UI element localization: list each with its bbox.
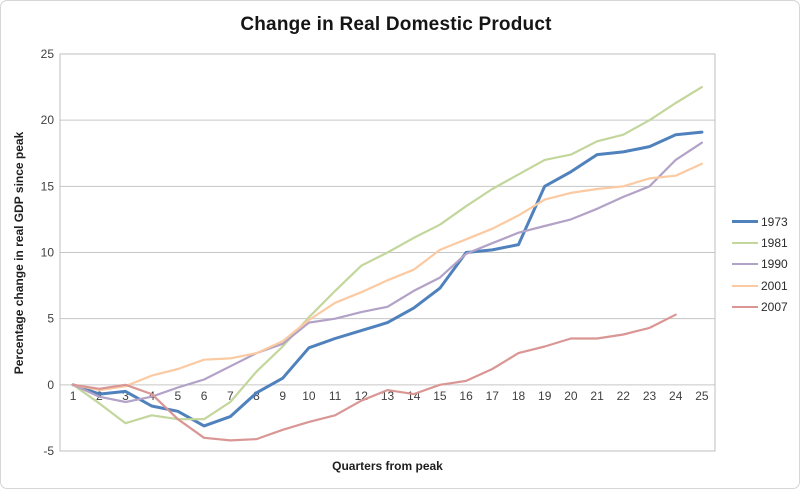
legend-swatch-2007 — [732, 305, 758, 308]
x-tick-label: 18 — [512, 389, 526, 403]
y-tick-label: 25 — [41, 47, 55, 61]
x-tick-label: 3 — [122, 389, 129, 403]
y-tick-label: 10 — [41, 246, 55, 260]
x-tick-label: 10 — [302, 389, 316, 403]
chart-title: Change in Real Domestic Product — [240, 14, 552, 35]
series-line-1973 — [71, 130, 704, 428]
x-tick-label: 14 — [407, 389, 421, 403]
y-axis-title: Percentage change in real GDP since peak — [12, 131, 26, 375]
x-tick-label: 20 — [564, 389, 578, 403]
y-tick-label: 20 — [41, 113, 55, 127]
legend-label: 2007 — [761, 299, 788, 314]
legend-swatch-1973 — [732, 220, 758, 224]
series-line-2007 — [71, 313, 677, 442]
y-tick-label: 0 — [47, 378, 54, 392]
x-tick-label: 6 — [201, 389, 208, 403]
y-tick-label: 5 — [47, 312, 54, 326]
x-axis-title: Quarters from peak — [332, 459, 443, 473]
legend-swatch-1990 — [732, 263, 758, 266]
legend-label: 1990 — [761, 257, 788, 272]
x-tick-label: 9 — [279, 389, 286, 403]
x-tick-label: 15 — [433, 389, 447, 403]
legend-label: 1981 — [761, 235, 788, 250]
x-tick-label: 16 — [459, 389, 473, 403]
series-line-1990 — [71, 141, 704, 404]
legend-item-2001: 2001 — [732, 275, 788, 296]
x-tick-label: 25 — [695, 389, 709, 403]
legend-swatch-2001 — [732, 284, 758, 287]
legend-swatch-1981 — [732, 241, 758, 244]
plot-border — [59, 53, 716, 452]
series-line-2001 — [71, 162, 704, 392]
legend-item-1981: 1981 — [732, 232, 788, 253]
legend-item-2007: 2007 — [732, 296, 788, 317]
legend-item-1973: 1973 — [732, 211, 788, 232]
legend-label: 1973 — [761, 214, 788, 229]
y-tick-label: 15 — [41, 179, 55, 193]
x-tick-label: 5 — [175, 389, 182, 403]
x-tick-label: 23 — [643, 389, 657, 403]
x-tick-label: 8 — [253, 389, 260, 403]
x-tick-label: 21 — [590, 389, 604, 403]
x-tick-label: 7 — [227, 389, 234, 403]
y-tick-label: -5 — [43, 444, 54, 458]
x-tick-label: 11 — [329, 389, 342, 403]
legend: 1973 1981 1990 2001 2007 — [732, 211, 788, 317]
x-tick-label: 19 — [538, 389, 552, 403]
legend-label: 2001 — [761, 278, 788, 293]
x-tick-label: 24 — [669, 389, 683, 403]
x-tick-label: 17 — [486, 389, 500, 403]
x-tick-label: 22 — [617, 389, 631, 403]
series-line-1981 — [71, 85, 704, 425]
legend-item-1990: 1990 — [732, 254, 788, 275]
x-tick-label: 1 — [70, 389, 77, 403]
